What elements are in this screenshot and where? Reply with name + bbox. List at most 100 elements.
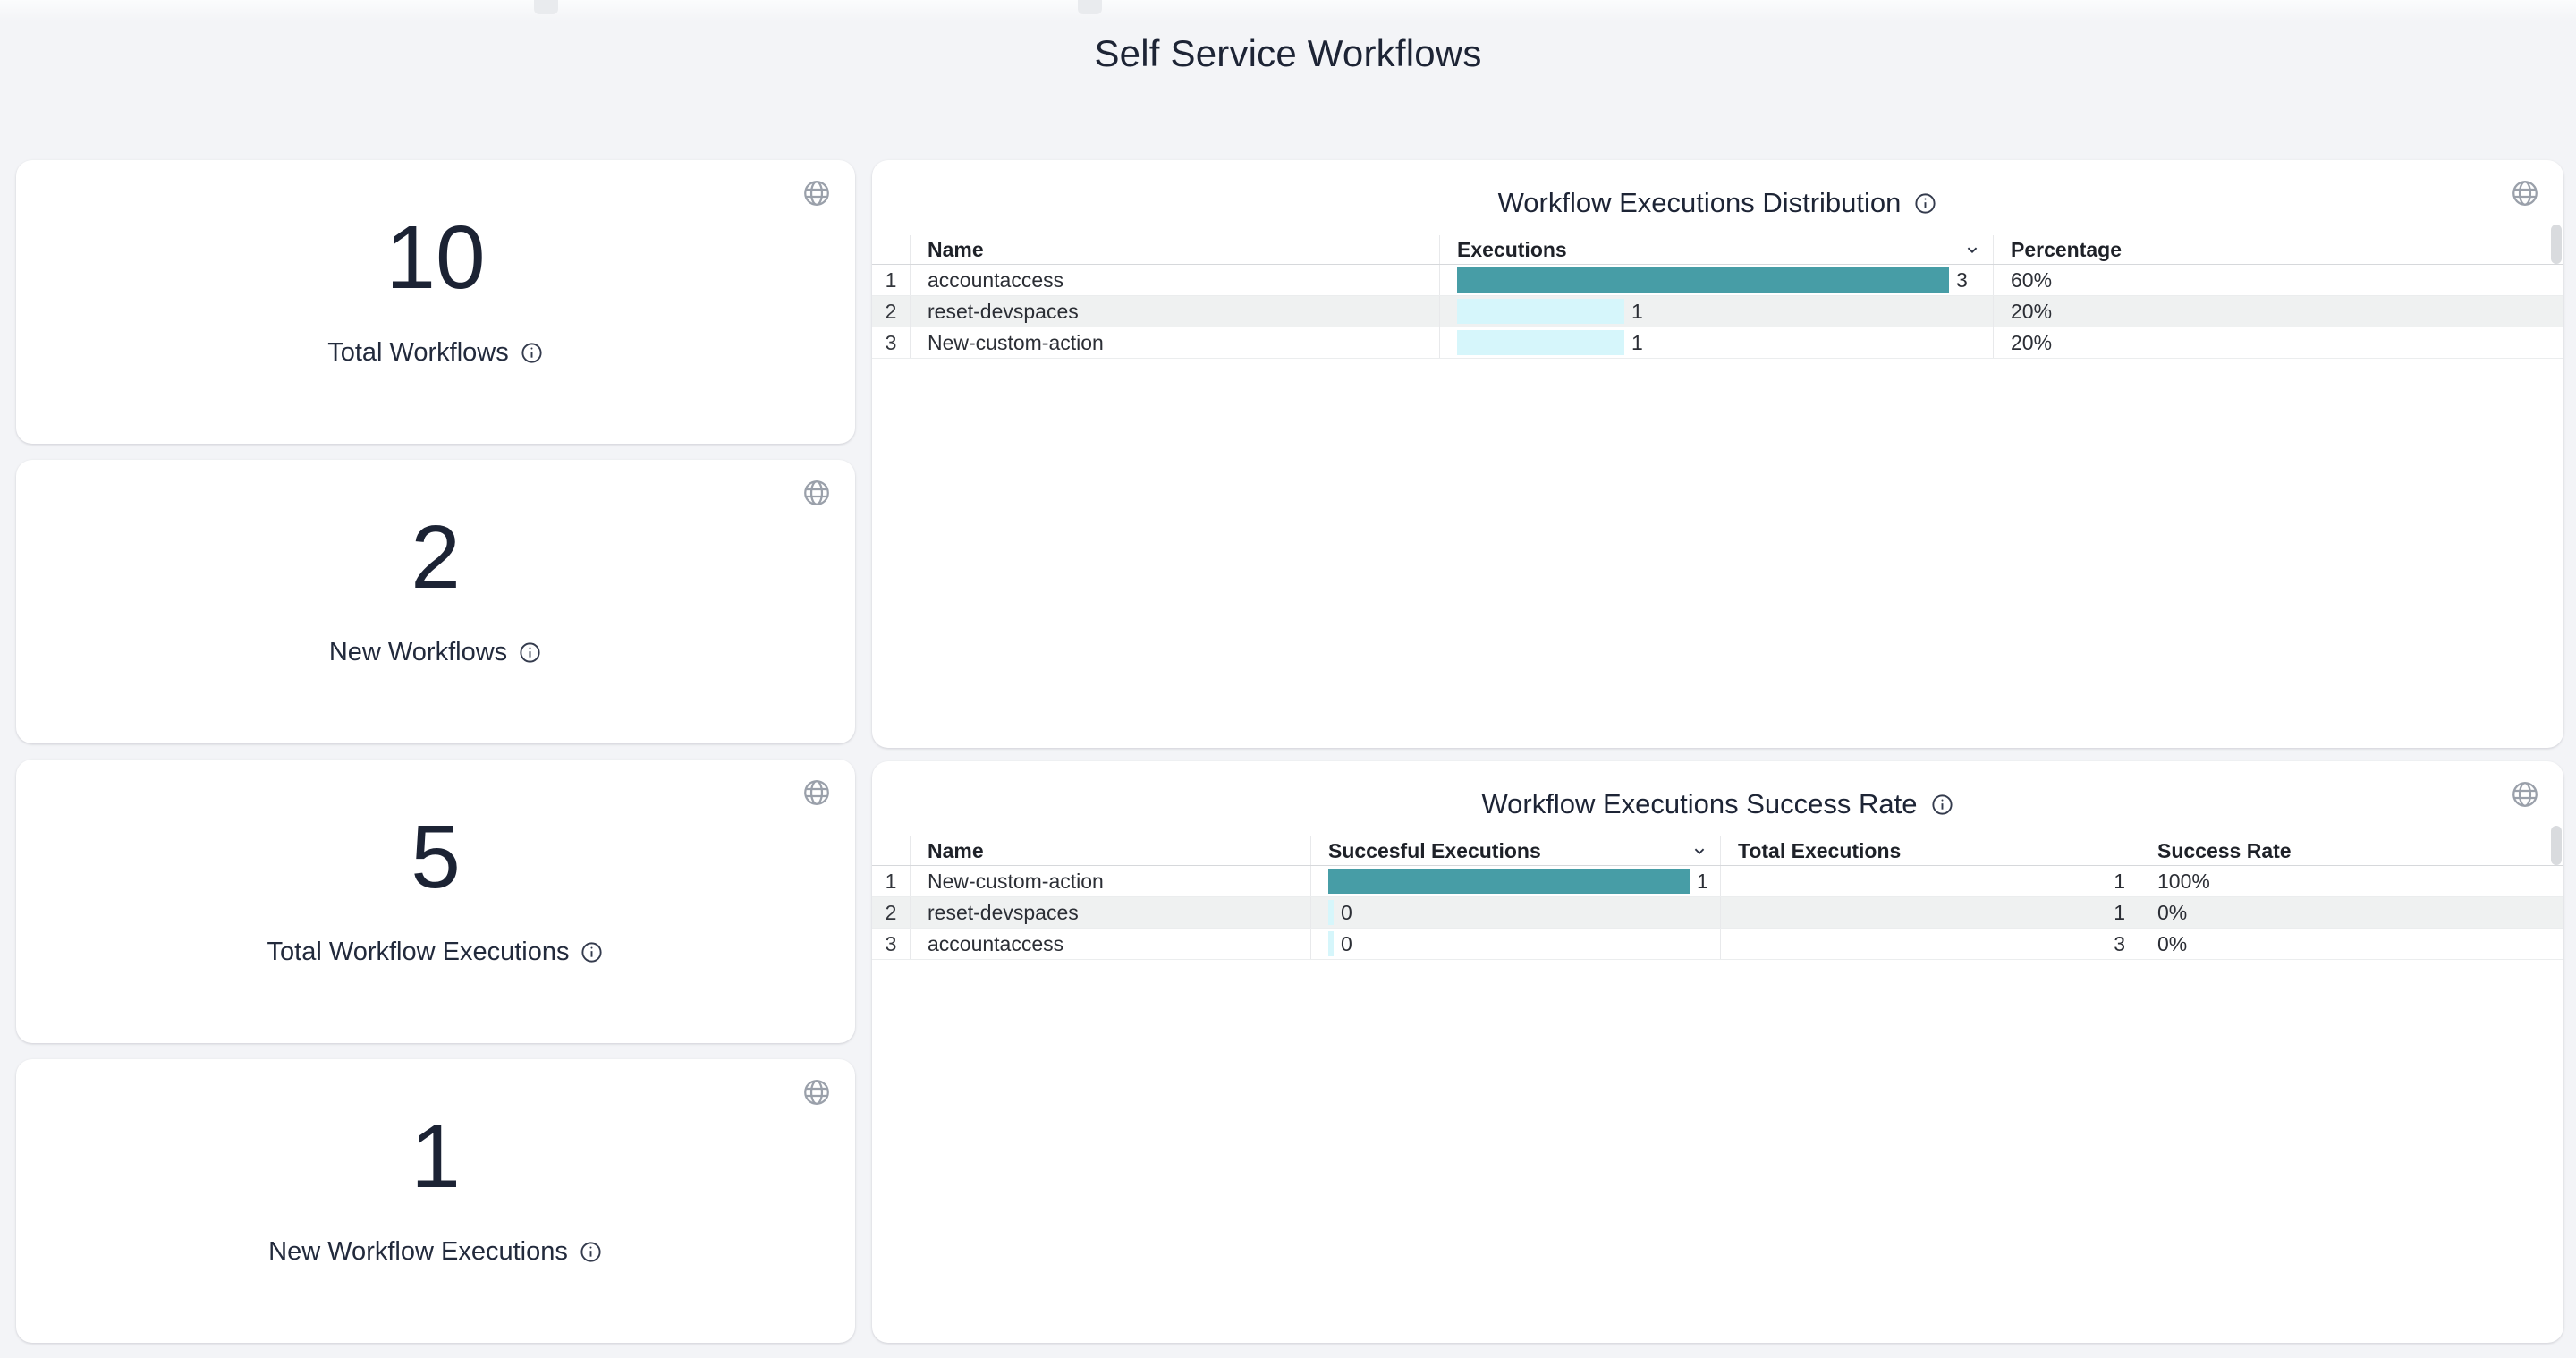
cell-successful: 0	[1310, 897, 1720, 928]
globe-icon[interactable]	[2510, 779, 2540, 810]
cell-index: 3	[885, 931, 897, 955]
table-row: 3 accountaccess 0 3 0%	[872, 929, 2563, 960]
globe-icon[interactable]	[801, 1077, 832, 1108]
bar-value-label: 1	[1631, 330, 1643, 354]
info-icon[interactable]	[1913, 191, 1937, 216]
top-bar-divider	[534, 0, 558, 14]
cell-executions: 1	[1439, 327, 1993, 358]
table-scrollbar-thumb[interactable]	[2551, 225, 2562, 264]
table-scrollbar-thumb[interactable]	[2551, 826, 2562, 865]
data-table: Name Succesful Executions Total Executions…	[872, 836, 2563, 960]
column-header-label: Name	[928, 838, 984, 862]
cell-percentage: 20%	[1993, 327, 2563, 358]
table-title-row: Workflow Executions Distribution	[872, 160, 2563, 223]
cell-rate: 0%	[2140, 929, 2563, 959]
cell-percentage: 60%	[1993, 265, 2563, 295]
globe-icon[interactable]	[801, 777, 832, 808]
cell-name: reset-devspaces	[910, 897, 1310, 928]
stat-label: Total Workflows	[327, 338, 509, 367]
stat-value: 5	[411, 807, 461, 907]
table-card: Workflow Executions Success Rate Name Suc…	[872, 761, 2563, 1343]
bar-value-label: 1	[1697, 869, 1708, 893]
column-header-executions[interactable]: Executions	[1439, 235, 1993, 264]
info-icon[interactable]	[579, 1240, 603, 1264]
globe-icon[interactable]	[801, 478, 832, 508]
column-header-label: Success Rate	[2157, 838, 2292, 862]
cell-total: 3	[1720, 929, 2140, 959]
column-header-percentage: Percentage	[1993, 235, 2563, 264]
sort-chevron-down-icon	[1962, 240, 1982, 259]
table-card: Workflow Executions Distribution Name Exe…	[872, 160, 2563, 748]
cell-index: 2	[885, 299, 897, 323]
stat-label: New Workflows	[328, 638, 508, 666]
cell-name: reset-devspaces	[910, 296, 1439, 327]
cell-total: 1	[1720, 897, 2140, 928]
stat-card: 1 New Workflow Executions	[16, 1059, 855, 1343]
stat-cards-column: 10 Total Workflows 2 New Workflows 5 Tot…	[16, 160, 855, 1343]
info-icon[interactable]	[518, 641, 542, 665]
bar-value-label: 0	[1341, 900, 1352, 924]
sort-chevron-down-icon	[1690, 841, 1709, 861]
column-header-label: Executions	[1457, 237, 1567, 261]
table-title: Workflow Executions Distribution	[1497, 187, 1902, 218]
column-header-label: Succesful Executions	[1328, 838, 1541, 862]
bar-value-label: 1	[1631, 299, 1643, 323]
cell-executions: 3	[1439, 265, 1993, 295]
table-header-row: Name Succesful Executions Total Executions…	[872, 836, 2563, 866]
globe-icon[interactable]	[801, 178, 832, 208]
cell-index: 3	[885, 330, 897, 354]
stat-value: 10	[386, 208, 486, 308]
column-header-successful[interactable]: Succesful Executions	[1310, 836, 1720, 865]
info-icon[interactable]	[520, 341, 544, 365]
column-header-rate: Success Rate	[2140, 836, 2563, 865]
value-bar	[1328, 931, 1334, 956]
column-header-name: Name	[910, 235, 1439, 264]
stat-label-row: Total Workflows	[327, 338, 544, 368]
table-title-row: Workflow Executions Success Rate	[872, 761, 2563, 824]
cell-name: accountaccess	[910, 929, 1310, 959]
value-bar	[1328, 900, 1334, 925]
value-bar	[1328, 869, 1690, 894]
stat-card: 2 New Workflows	[16, 460, 855, 743]
column-header-label: Total Executions	[1738, 838, 1902, 862]
stat-label: New Workflow Executions	[268, 1237, 568, 1266]
table-title: Workflow Executions Success Rate	[1481, 788, 1918, 819]
cell-executions: 1	[1439, 296, 1993, 327]
cell-successful: 1	[1310, 866, 1720, 896]
stat-label-row: New Workflow Executions	[268, 1237, 603, 1267]
column-header-index	[872, 235, 910, 264]
top-bar-divider	[1078, 0, 1102, 14]
table-row: 1 accountaccess 3 60%	[872, 265, 2563, 296]
info-icon[interactable]	[580, 940, 604, 964]
stat-value: 1	[411, 1107, 461, 1207]
stat-label: Total Workflow Executions	[267, 938, 570, 966]
cell-successful: 0	[1310, 929, 1720, 959]
stat-card: 10 Total Workflows	[16, 160, 855, 444]
column-header-total: Total Executions	[1720, 836, 2140, 865]
cell-total: 1	[1720, 866, 2140, 896]
cell-index: 1	[885, 869, 897, 893]
table-row: 3 New-custom-action 1 20%	[872, 327, 2563, 359]
cell-name: New-custom-action	[910, 866, 1310, 896]
column-header-label: Percentage	[2011, 237, 2123, 261]
cell-index: 1	[885, 267, 897, 292]
cell-name: New-custom-action	[910, 327, 1439, 358]
bar-value-label: 3	[1956, 267, 1968, 292]
stat-value: 2	[411, 507, 461, 607]
value-bar	[1457, 267, 1949, 293]
cell-index: 2	[885, 900, 897, 924]
cell-name: accountaccess	[910, 265, 1439, 295]
table-row: 2 reset-devspaces 0 1 0%	[872, 897, 2563, 929]
bar-value-label: 0	[1341, 931, 1352, 955]
column-header-index	[872, 836, 910, 865]
info-icon[interactable]	[1930, 793, 1954, 817]
cell-rate: 0%	[2140, 897, 2563, 928]
table-row: 2 reset-devspaces 1 20%	[872, 296, 2563, 327]
value-bar	[1457, 299, 1624, 324]
globe-icon[interactable]	[2510, 178, 2540, 208]
table-row: 1 New-custom-action 1 1 100%	[872, 866, 2563, 897]
top-bar	[0, 0, 2576, 21]
cell-rate: 100%	[2140, 866, 2563, 896]
column-header-name: Name	[910, 836, 1310, 865]
data-table: Name Executions Percentage 1 accountaccess 3 6…	[872, 235, 2563, 359]
